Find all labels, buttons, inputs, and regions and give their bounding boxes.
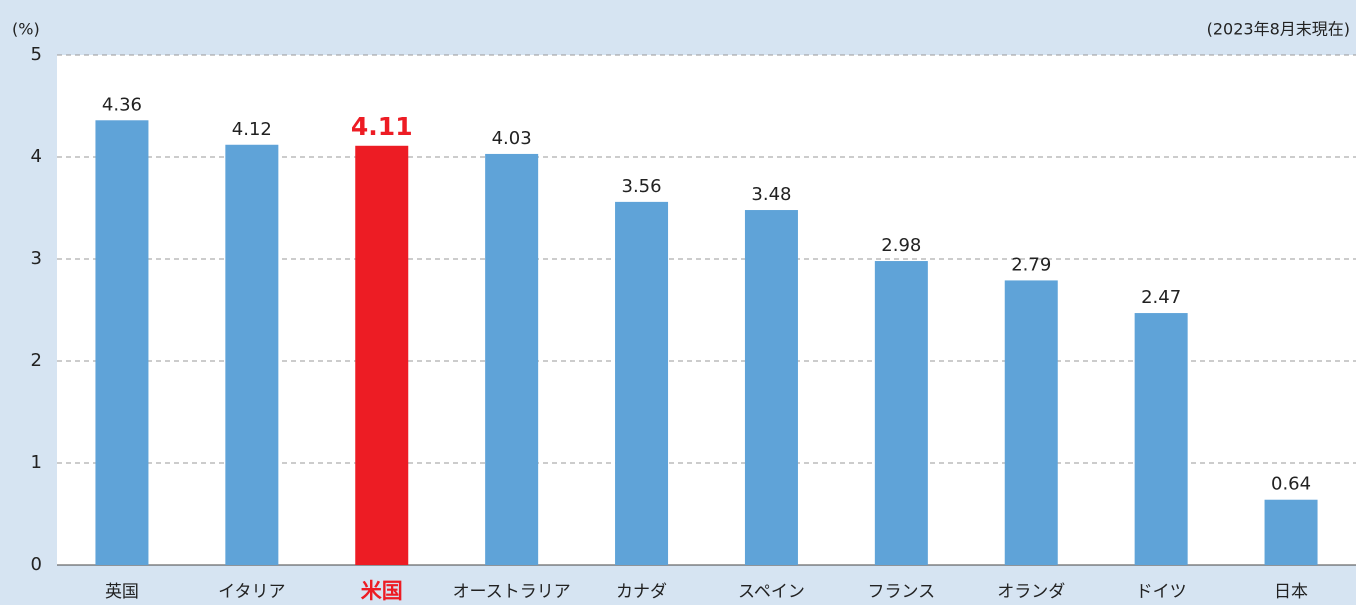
bar	[95, 120, 149, 565]
value-label: 2.47	[1141, 287, 1181, 308]
value-label: 0.64	[1271, 474, 1311, 495]
bar	[874, 261, 928, 565]
value-label: 2.98	[881, 235, 921, 256]
bar	[225, 144, 279, 565]
x-tick-label: フランス	[868, 582, 936, 602]
value-label: 4.36	[102, 94, 142, 115]
y-tick-label: 2	[31, 350, 42, 371]
bar	[485, 153, 539, 565]
x-tick-label: 日本	[1274, 582, 1308, 602]
x-tick-label: 米国	[361, 579, 403, 603]
x-tick-label: オーストラリア	[453, 582, 571, 602]
x-tick-label: カナダ	[616, 582, 667, 602]
value-label: 3.48	[751, 184, 791, 205]
value-label: 4.11	[351, 112, 413, 141]
value-label: 3.56	[622, 176, 662, 197]
x-tick-label: ドイツ	[1136, 582, 1187, 602]
x-tick-label: イタリア	[218, 582, 285, 602]
bar	[1264, 499, 1318, 565]
x-tick-label: オランダ	[997, 582, 1065, 602]
y-tick-label: 3	[31, 248, 42, 269]
note: (2023年8月末現在)	[1207, 20, 1350, 39]
bar	[1134, 313, 1188, 565]
y-tick-label: 0	[31, 554, 42, 575]
y-tick-label: 4	[31, 146, 42, 167]
y-tick-label: 5	[31, 44, 42, 65]
x-tick-label: スペイン	[738, 582, 805, 602]
x-tick-label: 英国	[105, 582, 139, 602]
y-unit: (%)	[12, 20, 40, 39]
value-label: 4.12	[232, 119, 272, 140]
bar	[355, 145, 409, 565]
y-tick-label: 1	[31, 452, 42, 473]
value-label: 2.79	[1011, 254, 1051, 275]
bar	[615, 201, 669, 565]
bar	[744, 210, 798, 566]
bar	[1004, 280, 1058, 565]
value-label: 4.03	[492, 128, 532, 149]
